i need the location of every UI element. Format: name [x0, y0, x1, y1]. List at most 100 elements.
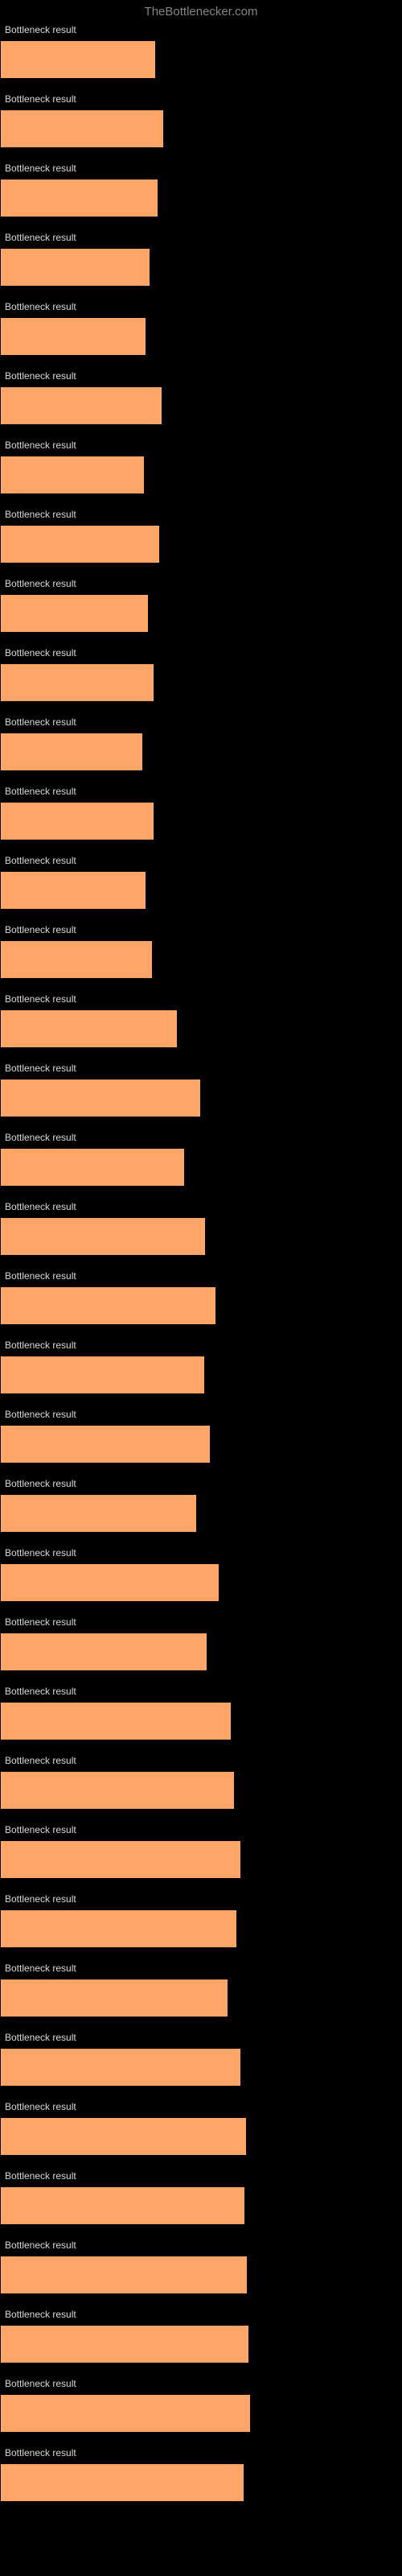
chart-row: Bottleneck result60.9%: [0, 1753, 402, 1823]
bar: [0, 317, 146, 356]
bar: [0, 1979, 228, 2017]
bar-track: [0, 1771, 402, 1810]
row-label: Bottleneck result: [5, 855, 76, 866]
row-label: Bottleneck result: [5, 2378, 76, 2389]
bar: [0, 2117, 247, 2156]
bar: [0, 2048, 241, 2087]
row-label: Bottleneck result: [5, 1616, 76, 1628]
bar-track: [0, 2463, 402, 2502]
chart-row: Bottleneck result62.6%: [0, 1823, 402, 1892]
bar-track: [0, 317, 402, 356]
bar: [0, 1356, 205, 1394]
bar: [0, 1217, 206, 1256]
bar-track: [0, 386, 402, 425]
chart-row: Bottleneck result: [0, 369, 402, 438]
bar: [0, 109, 164, 148]
bar: [0, 1079, 201, 1117]
chart-row: Bottleneck result: [0, 92, 402, 161]
chart-row: Bottleneck result62.5%: [0, 2030, 402, 2099]
row-label: Bottleneck result: [5, 647, 76, 658]
bar-track: [0, 109, 402, 148]
bar-track: [0, 248, 402, 287]
row-label: Bottleneck result: [5, 1201, 76, 1212]
bar: [0, 2256, 248, 2294]
chart-row: Bottleneck result: [0, 576, 402, 646]
bar-track: [0, 1217, 402, 1256]
bar-track: [0, 456, 402, 494]
bar-track: [0, 1425, 402, 1463]
bar: [0, 456, 145, 494]
row-label: Bottleneck result: [5, 24, 76, 35]
chart-row: Bottleneck result: [0, 853, 402, 923]
row-label: Bottleneck result: [5, 578, 76, 589]
chart-row: Bottleneck result: [0, 230, 402, 299]
row-label: Bottleneck result: [5, 1132, 76, 1143]
bar: [0, 2394, 251, 2433]
chart-row: Bottleneck result4: [0, 992, 402, 1061]
bar-track: [0, 1009, 402, 1048]
row-label: Bottleneck result: [5, 440, 76, 451]
row-label: Bottleneck result: [5, 1547, 76, 1558]
bar-track: [0, 1633, 402, 1671]
bar-track: [0, 594, 402, 633]
chart-row: Bottleneck result: [0, 715, 402, 784]
bar-track: [0, 1979, 402, 2017]
chart-row: Bottleneck result59.9%: [0, 1684, 402, 1753]
bar: [0, 386, 162, 425]
chart-row: Bottleneck result: [0, 299, 402, 369]
row-label: Bottleneck result: [5, 1824, 76, 1835]
bar-track: [0, 525, 402, 564]
chart-row: Bottleneck result61.5%: [0, 1892, 402, 1961]
chart-row: Bottleneck result53.3: [0, 1199, 402, 1269]
row-label: Bottleneck result: [5, 301, 76, 312]
row-label: Bottleneck result: [5, 2170, 76, 2182]
row-label: Bottleneck result: [5, 232, 76, 243]
row-label: Bottleneck result: [5, 2032, 76, 2043]
bar-track: [0, 1563, 402, 1602]
chart-row: Bottleneck result: [0, 646, 402, 715]
bar: [0, 871, 146, 910]
bar: [0, 525, 160, 564]
bar-track: [0, 663, 402, 702]
bar: [0, 1148, 185, 1187]
bar-track: [0, 940, 402, 979]
bar: [0, 1771, 235, 1810]
bar-track: [0, 733, 402, 771]
bar: [0, 1909, 237, 1948]
row-label: Bottleneck result: [5, 163, 76, 174]
chart-row: Bottleneck result54.5: [0, 1407, 402, 1476]
bar-track: [0, 179, 402, 217]
bar-track: [0, 802, 402, 840]
chart-row: Bottleneck result64%: [0, 2099, 402, 2169]
chart-row: Bottleneck result: [0, 438, 402, 507]
bar: [0, 1009, 178, 1048]
bar: [0, 40, 156, 79]
row-label: Bottleneck result: [5, 509, 76, 520]
bottleneck-bar-chart: Bottleneck resultBottleneck resultBottle…: [0, 23, 402, 2515]
bar: [0, 1840, 241, 1879]
bar-track: [0, 1702, 402, 1740]
bar-track: [0, 1356, 402, 1394]
bar-track: [0, 2394, 402, 2433]
chart-row: Bottleneck result53.1: [0, 1338, 402, 1407]
chart-row: Bottleneck result: [0, 23, 402, 92]
row-label: Bottleneck result: [5, 1963, 76, 1974]
bar: [0, 733, 143, 771]
bar: [0, 802, 154, 840]
bar: [0, 1425, 211, 1463]
bar: [0, 1494, 197, 1533]
row-label: Bottleneck result: [5, 1478, 76, 1489]
row-label: Bottleneck result: [5, 2240, 76, 2251]
row-label: Bottleneck result: [5, 1893, 76, 1905]
chart-row: Bottleneck result: [0, 161, 402, 230]
row-label: Bottleneck result: [5, 716, 76, 728]
bar-track: [0, 1840, 402, 1879]
bar: [0, 1563, 219, 1602]
chart-row: Bottleneck result52%: [0, 1061, 402, 1130]
bar-track: [0, 1079, 402, 1117]
bar: [0, 2463, 244, 2502]
row-label: Bottleneck result: [5, 2309, 76, 2320]
bar-track: [0, 2186, 402, 2225]
bar-track: [0, 1494, 402, 1533]
bar: [0, 1633, 207, 1671]
